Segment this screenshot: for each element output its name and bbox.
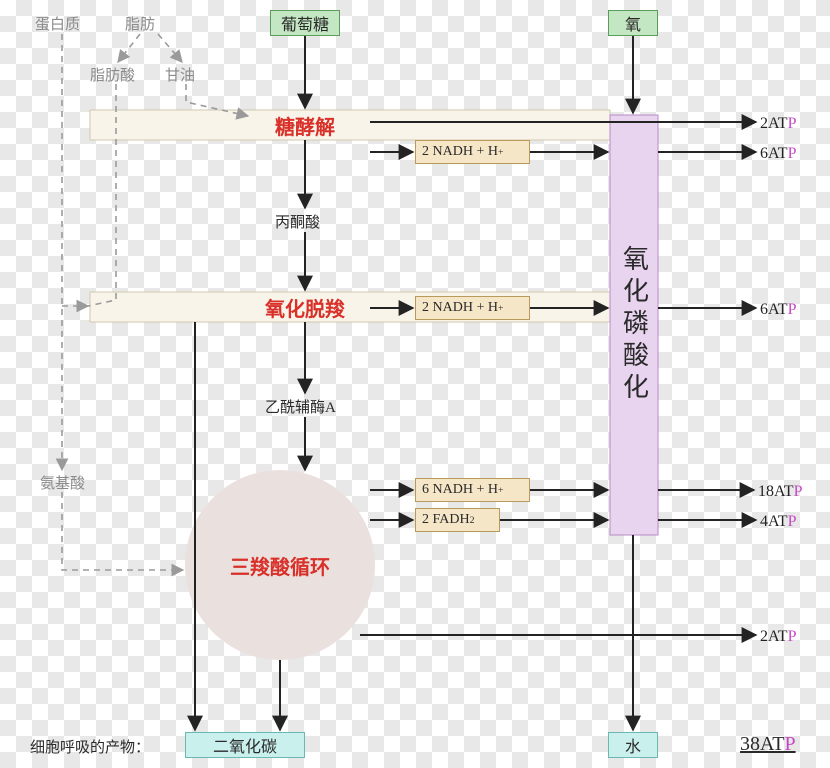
diagram-stage: 蛋白质 脂肪脂肪酸甘油氨基酸 葡萄糖 氧糖酵解氧化脱羧 丙酮酸乙酰辅酶A 三羧酸循环 2 N… — [0, 0, 830, 768]
oxidative-phosphorylation-box: 氧化磷酸化 — [610, 115, 658, 535]
atp-tca-direct: 2ATP — [760, 626, 820, 648]
atp-nadh-2: 6ATP — [760, 299, 820, 321]
acetyl-coa-label: 乙酰辅酶A — [265, 395, 345, 417]
nadh-box-3: 6 NADH + H+ — [415, 478, 530, 502]
arrow-fat-fattyacid — [118, 34, 140, 62]
fat-label: 脂肪 — [125, 12, 175, 34]
arrow-fat-glycerol — [158, 34, 182, 62]
fadh-box: 2 FADH2 — [415, 508, 500, 532]
atp-nadh-3: 18ATP — [758, 481, 818, 503]
fatty-acid-label: 脂肪酸 — [90, 64, 145, 84]
atp-fadh: 4ATP — [760, 511, 820, 533]
footer-label: 细胞呼吸的产物： — [30, 735, 180, 757]
glycerol-label: 甘油 — [165, 64, 210, 84]
oxygen-box: 氧 — [608, 10, 658, 36]
glucose-box: 葡萄糖 — [270, 10, 340, 36]
diagram-svg — [0, 0, 830, 768]
pyruvate-label: 丙酮酸 — [275, 210, 335, 232]
atp-glycolysis-direct: 2ATP — [760, 113, 820, 135]
nadh-box-2: 2 NADH + H+ — [415, 296, 530, 320]
co2-box: 二氧化碳 — [185, 732, 305, 758]
glycolysis-band: 糖酵解 — [245, 110, 365, 140]
amino-acid-label: 氨基酸 — [40, 472, 95, 492]
water-box: 水 — [608, 732, 658, 758]
protein-label: 蛋白质 — [35, 12, 95, 34]
nadh-box-1: 2 NADH + H+ — [415, 140, 530, 164]
tca-cycle-circle: 三羧酸循环 — [220, 553, 340, 577]
arrow-amino-oxdecarb — [62, 492, 183, 570]
atp-nadh-1: 6ATP — [760, 143, 820, 165]
total-atp-label: 38ATP — [740, 730, 812, 758]
oxidative-decarboxylation-band: 氧化脱羧 — [245, 292, 365, 322]
